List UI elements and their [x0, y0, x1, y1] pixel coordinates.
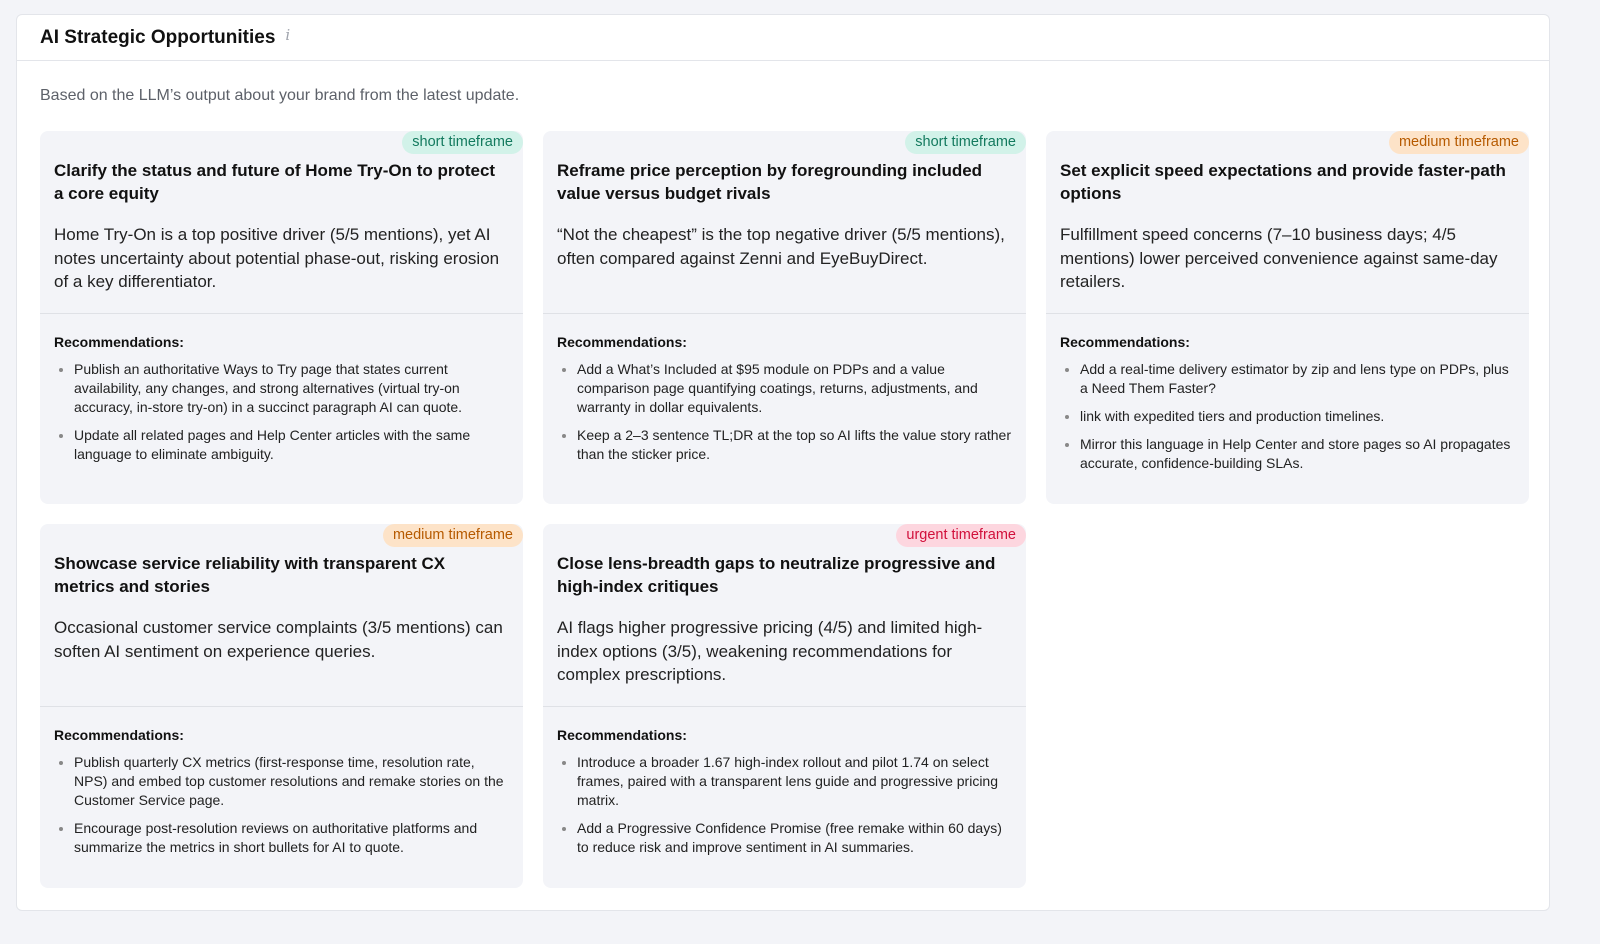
opportunity-card: short timeframe Clarify the status and f…	[40, 131, 523, 504]
card-summary: Close lens-breadth gaps to neutralize pr…	[543, 524, 1026, 707]
page-title: AI Strategic Opportunities	[40, 26, 276, 48]
recommendations-heading: Recommendations:	[54, 334, 184, 350]
timeframe-badge: short timeframe	[402, 131, 523, 154]
recommendations-list: Add a What’s Included at $95 module on P…	[557, 360, 1012, 464]
recommendations-list: Publish quarterly CX metrics (first-resp…	[54, 753, 509, 857]
recommendation-item: Introduce a broader 1.67 high-index roll…	[577, 753, 1012, 810]
opportunity-card: medium timeframe Set explicit speed expe…	[1046, 131, 1529, 504]
card-title: Reframe price perception by foregroundin…	[557, 161, 983, 203]
recommendation-item: Keep a 2–3 sentence TL;DR at the top so …	[577, 426, 1012, 464]
card-description: Occasional customer service complaints (…	[54, 618, 503, 661]
recommendations-section: Recommendations: Publish quarterly CX me…	[40, 707, 523, 857]
card-title: Set explicit speed expectations and prov…	[1060, 161, 1506, 203]
panel-header: AI Strategic Opportunities i	[17, 15, 1549, 61]
recommendations-section: Recommendations: Add a What’s Included a…	[543, 314, 1026, 464]
recommendations-list: Introduce a broader 1.67 high-index roll…	[557, 753, 1012, 857]
opportunity-card: medium timeframe Showcase service reliab…	[40, 524, 523, 888]
recommendations-heading: Recommendations:	[1060, 334, 1190, 350]
recommendations-heading: Recommendations:	[54, 727, 184, 743]
timeframe-badge: urgent timeframe	[896, 524, 1026, 547]
recommendation-item: link with expedited tiers and production…	[1080, 407, 1515, 426]
card-summary: Set explicit speed expectations and prov…	[1046, 131, 1529, 314]
recommendation-item: Add a What’s Included at $95 module on P…	[577, 360, 1012, 417]
card-description: Fulfillment speed concerns (7–10 busines…	[1060, 225, 1498, 291]
timeframe-badge: medium timeframe	[382, 524, 523, 547]
info-icon[interactable]: i	[285, 25, 291, 44]
card-summary: Showcase service reliability with transp…	[40, 524, 523, 707]
recommendations-section: Recommendations: Introduce a broader 1.6…	[543, 707, 1026, 857]
card-title: Clarify the status and future of Home Tr…	[54, 161, 496, 203]
opportunity-card: urgent timeframe Close lens-breadth gaps…	[543, 524, 1026, 888]
recommendation-item: Update all related pages and Help Center…	[74, 426, 509, 464]
card-summary: Reframe price perception by foregroundin…	[543, 131, 1026, 314]
recommendation-item: Publish quarterly CX metrics (first-resp…	[74, 753, 509, 810]
recommendation-item: Encourage post-resolution reviews on aut…	[74, 819, 509, 857]
opportunity-grid: short timeframe Clarify the status and f…	[40, 131, 1529, 888]
recommendations-section: Recommendations: Add a real-time deliver…	[1046, 314, 1529, 473]
ai-strategic-opportunities-panel: AI Strategic Opportunities i Based on th…	[16, 14, 1550, 911]
recommendations-section: Recommendations: Publish an authoritativ…	[40, 314, 523, 464]
recommendations-list: Add a real-time delivery estimator by zi…	[1060, 360, 1515, 473]
recommendation-item: Mirror this language in Help Center and …	[1080, 435, 1515, 473]
card-description: AI flags higher progressive pricing (4/5…	[557, 618, 983, 684]
card-title: Close lens-breadth gaps to neutralize pr…	[557, 554, 996, 596]
timeframe-badge: short timeframe	[905, 131, 1026, 154]
subtitle: Based on the LLM’s output about your bra…	[40, 87, 520, 104]
card-title: Showcase service reliability with transp…	[54, 554, 446, 596]
timeframe-badge: medium timeframe	[1388, 131, 1529, 154]
recommendations-heading: Recommendations:	[557, 727, 687, 743]
recommendation-item: Add a Progressive Confidence Promise (fr…	[577, 819, 1012, 857]
recommendation-item: Publish an authoritative Ways to Try pag…	[74, 360, 509, 417]
card-description: Home Try-On is a top positive driver (5/…	[54, 225, 500, 291]
recommendation-item: Add a real-time delivery estimator by zi…	[1080, 360, 1515, 398]
opportunity-card: short timeframe Reframe price perception…	[543, 131, 1026, 504]
recommendations-heading: Recommendations:	[557, 334, 687, 350]
card-description: “Not the cheapest” is the top negative d…	[557, 225, 1005, 268]
card-summary: Clarify the status and future of Home Tr…	[40, 131, 523, 314]
recommendations-list: Publish an authoritative Ways to Try pag…	[54, 360, 509, 464]
